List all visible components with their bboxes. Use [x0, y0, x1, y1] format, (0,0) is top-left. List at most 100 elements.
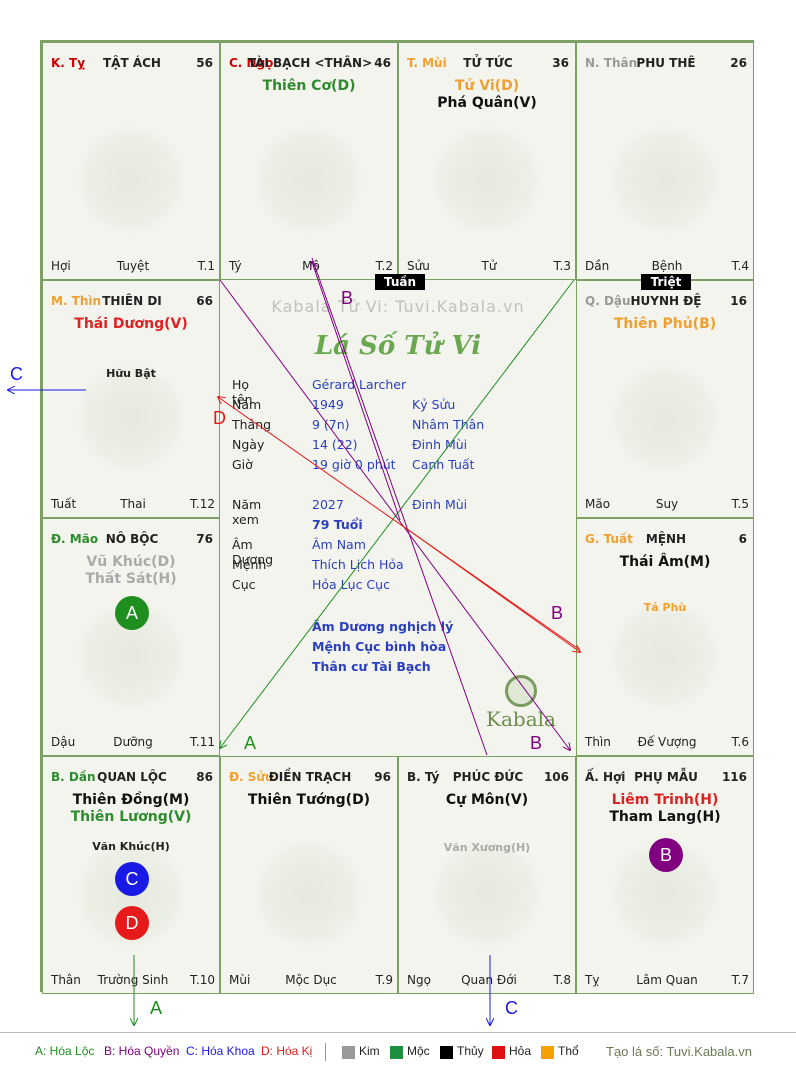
- footer-center: Dưỡng: [113, 735, 153, 749]
- palace-branch: T. Mùi: [407, 56, 447, 70]
- legend-hoa-quyen: B: Hóa Quyền: [104, 1044, 180, 1058]
- palace-branch: G. Tuất: [585, 532, 633, 546]
- palace-name: NÔ BỘC: [105, 532, 159, 546]
- info-label: Họ tên: [232, 377, 253, 407]
- palace-name: QUAN LỘC: [97, 770, 167, 784]
- info-label: Âm Dương: [232, 537, 274, 567]
- footer-center: Suy: [655, 497, 679, 511]
- footer-left: Sửu: [407, 259, 430, 273]
- palace-name: TÀI BẠCH <THÂN>: [247, 56, 373, 70]
- info-label: Năm: [232, 397, 262, 412]
- footer-left: Thân: [51, 973, 81, 987]
- major-star: Phá Quân(V): [437, 95, 537, 111]
- palace-name: ĐIỀN TRẠCH: [268, 770, 352, 784]
- footer-left: Hợi: [51, 259, 71, 273]
- major-star: Thái Dương(V): [74, 316, 188, 332]
- footer-left: Dần: [585, 259, 610, 273]
- info-label: Cục: [232, 577, 256, 592]
- legend-hoa-ki: D: Hóa Kị: [261, 1044, 313, 1058]
- info-value: 19 giờ 0 phút: [312, 457, 396, 472]
- triet-tag: Triệt: [641, 274, 691, 290]
- info-value: 1949: [312, 397, 344, 412]
- minor-star: Văn Khúc(H): [92, 840, 170, 853]
- footer-right: T.12: [190, 497, 215, 511]
- palace-name: HUYNH ĐỆ: [630, 294, 702, 308]
- footer-left: Mùi: [229, 973, 251, 987]
- swatch-thuy: [440, 1046, 453, 1059]
- arrow-label-c: C: [505, 998, 518, 1018]
- palace-branch: M. Thìn: [51, 294, 102, 308]
- info-cancchi: Kỷ Sửu: [412, 397, 456, 412]
- legend-moc: Mộc: [407, 1044, 430, 1058]
- footer-left: Ngọ: [407, 973, 431, 987]
- hoa-loc-line: [220, 279, 575, 748]
- hoa-ki-line: [218, 397, 581, 651]
- major-star: Cự Môn(V): [445, 792, 529, 808]
- legend-divider: [325, 1043, 326, 1061]
- hoa-quyen-line-3: [312, 262, 401, 521]
- palace-name: MỆNH: [645, 532, 687, 546]
- info-label: Năm xem: [232, 497, 262, 527]
- info-cancchi: Đinh Mùi: [412, 497, 468, 512]
- footer-center: Bệnh: [651, 259, 683, 273]
- footer-left: Mão: [585, 497, 611, 511]
- major-star: Tham Lang(H): [609, 809, 721, 825]
- legend-thuy: Thủy: [457, 1044, 484, 1058]
- legend-bar: A: Hóa Lộc B: Hóa Quyền C: Hóa Khoa D: H…: [0, 1032, 796, 1070]
- info-cancchi: Nhâm Thân: [412, 417, 485, 432]
- info-value: 14 (22): [312, 437, 358, 452]
- footer-right: T.3: [553, 259, 571, 273]
- footer-center: Quan Đới: [461, 973, 517, 987]
- kabala-logo: Kabala: [486, 675, 556, 731]
- hoa-ki-badge: D: [115, 906, 149, 940]
- info-value: Âm Nam: [312, 537, 366, 552]
- footer-left: Dậu: [51, 735, 76, 749]
- info-label: Mệnh: [232, 557, 267, 572]
- note-line: Thân cư Tài Bạch: [312, 659, 431, 674]
- note-line: Âm Dương nghịch lý: [312, 619, 454, 634]
- footer-center: Đế Vượng: [637, 735, 697, 749]
- hoa-quyen-line-1: [311, 257, 488, 756]
- footer-right: T.11: [190, 735, 215, 749]
- info-age: 79 Tuổi: [312, 517, 363, 532]
- palace-name: PHU THÊ: [636, 56, 696, 70]
- minor-star: Văn Xương(H): [443, 841, 531, 854]
- credit-link[interactable]: Tạo lá số: Tuvi.Kabala.vn: [606, 1044, 752, 1059]
- palace-branch: Đ. Mão: [51, 532, 99, 546]
- info-cancchi: Canh Tuất: [412, 457, 475, 472]
- swatch-tho: [541, 1046, 554, 1059]
- arrow-label-b: B: [551, 603, 564, 623]
- hoa-quyen-badge: B: [649, 838, 683, 872]
- footer-right: T.9: [375, 973, 393, 987]
- hoa-ki-line-b: [399, 523, 580, 652]
- palace-age: 106: [543, 770, 569, 784]
- major-star: Thiên Cơ(D): [262, 78, 356, 94]
- footer-right: T.8: [553, 973, 571, 987]
- palace-branch: Đ. Sửu: [229, 770, 274, 784]
- palace-name: THIÊN DI: [102, 294, 162, 308]
- palace-age: 96: [374, 770, 391, 784]
- info-value: Thích Lịch Hỏa: [312, 557, 404, 572]
- major-star: Vũ Khúc(D): [86, 554, 176, 570]
- footer-left: Tuất: [51, 497, 77, 511]
- chart-center-info: Kabala Tử Vi: Tuvi.Kabala.vn Lá Số Tử Vi…: [220, 279, 576, 755]
- palace-age: 76: [196, 532, 213, 546]
- legend-hoa: Hỏa: [509, 1044, 532, 1058]
- major-star: Thiên Đồng(M): [72, 792, 190, 808]
- arrow-label-c: C: [10, 364, 23, 384]
- palace-branch: B. Dần: [51, 770, 96, 784]
- footer-center: Thai: [120, 497, 146, 511]
- palace-age: 26: [730, 56, 747, 70]
- hoa-quyen-line-2: [219, 279, 570, 750]
- legend-kim: Kim: [359, 1044, 380, 1058]
- minor-star: Hữu Bật: [106, 367, 156, 380]
- palace-age: 36: [552, 56, 569, 70]
- tree-icon: [505, 675, 537, 707]
- major-star: Thất Sát(H): [85, 571, 177, 587]
- palace-name: PHÚC ĐỨC: [452, 770, 524, 784]
- info-value: Gérard Larcher: [312, 377, 407, 392]
- note-line: Mệnh Cục bình hòa: [312, 639, 447, 654]
- swatch-hoa: [492, 1046, 505, 1059]
- footer-center: Tuyệt: [116, 259, 150, 273]
- footer-right: T.1: [197, 259, 215, 273]
